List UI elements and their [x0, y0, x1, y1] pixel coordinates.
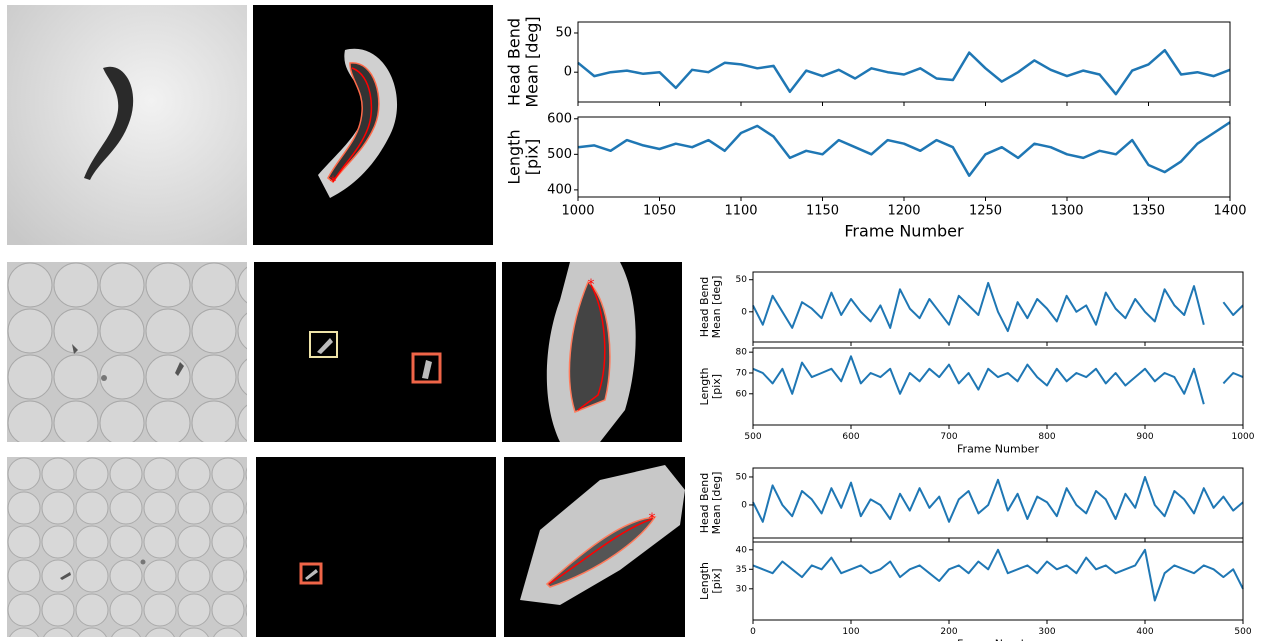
y-tick-label: 50	[736, 275, 748, 285]
y-tick-label: 80	[736, 348, 748, 358]
y-tick-label: 60	[736, 389, 748, 399]
x-tick-label: 900	[1136, 432, 1153, 442]
x-tick-label: 1150	[806, 203, 839, 218]
y-tick-label: 600	[547, 111, 572, 126]
x-tick-label: 300	[1038, 627, 1055, 637]
x-tick-label: 400	[1136, 627, 1153, 637]
detection-image	[254, 262, 496, 442]
data-line	[752, 476, 1244, 523]
x-tick-label: 1000	[561, 203, 594, 218]
x-tick-label: 600	[842, 432, 859, 442]
y-tick-label: 50	[736, 472, 748, 482]
x-tick-label: 1000	[1232, 432, 1255, 442]
x-tick-label: 500	[744, 432, 761, 442]
y-tick-label: 40	[736, 545, 748, 555]
y-axis-label: Mean [deg]	[710, 472, 723, 535]
detection-image	[256, 457, 496, 637]
x-tick-label: 100	[842, 627, 859, 637]
y-axis-label: Mean [deg]	[523, 16, 542, 107]
x-tick-label: 1050	[643, 203, 676, 218]
data-line	[577, 121, 1231, 177]
y-axis-label: [pix]	[523, 139, 542, 176]
x-tick-label: 1100	[724, 203, 757, 218]
y-tick-label: 35	[736, 565, 747, 575]
x-axis-label: Frame Number	[957, 442, 1039, 455]
raw-image	[7, 5, 247, 245]
mask-image: *	[253, 5, 493, 245]
plot-frame	[752, 271, 1244, 343]
x-tick-label: 1200	[887, 203, 920, 218]
raw-image	[7, 457, 247, 637]
plot-frame	[752, 347, 1244, 426]
plot-frame	[577, 21, 1231, 103]
y-axis-label: Head Bend	[698, 473, 711, 534]
y-tick-label: 0	[564, 65, 572, 80]
x-axis-label: Frame Number	[844, 222, 964, 241]
y-tick-label: 50	[555, 25, 572, 40]
plot-frame	[577, 116, 1231, 198]
x-tick-label: 200	[940, 627, 957, 637]
y-axis-label: [pix]	[710, 568, 723, 593]
y-axis-label: Mean [deg]	[710, 276, 723, 339]
data-line	[752, 281, 1244, 333]
zoom-image: *	[504, 457, 685, 637]
y-axis-label: Length	[698, 562, 711, 600]
raw-image	[7, 262, 247, 442]
svg-text:*: *	[588, 277, 595, 293]
y-tick-label: 30	[736, 584, 748, 594]
y-tick-label: 70	[736, 368, 748, 378]
plot-frame	[752, 467, 1244, 539]
plot-frame	[752, 541, 1244, 621]
x-tick-label: 500	[1234, 627, 1251, 637]
y-tick-label: 0	[741, 307, 747, 317]
y-axis-label: [pix]	[710, 374, 723, 399]
y-axis-label: Length	[505, 129, 524, 184]
y-axis-label: Length	[698, 368, 711, 406]
y-tick-label: 400	[547, 182, 572, 197]
y-axis-label: Head Bend	[505, 18, 524, 106]
data-line	[752, 548, 1244, 602]
y-tick-label: 0	[741, 500, 747, 510]
x-tick-label: 1400	[1213, 203, 1246, 218]
x-tick-label: 1250	[969, 203, 1002, 218]
data-line	[577, 48, 1231, 96]
x-tick-label: 800	[1038, 432, 1055, 442]
x-tick-label: 1300	[1050, 203, 1083, 218]
x-tick-label: 700	[940, 432, 957, 442]
zoom-image: *	[502, 262, 682, 442]
y-axis-label: Head Bend	[698, 277, 711, 338]
data-line	[752, 355, 1244, 405]
svg-text:*: *	[649, 511, 656, 527]
x-tick-label: 0	[750, 627, 756, 637]
y-tick-label: 500	[547, 147, 572, 162]
svg-text:*: *	[330, 174, 337, 190]
x-axis-label: Frame Number	[957, 637, 1039, 641]
x-tick-label: 1350	[1132, 203, 1165, 218]
